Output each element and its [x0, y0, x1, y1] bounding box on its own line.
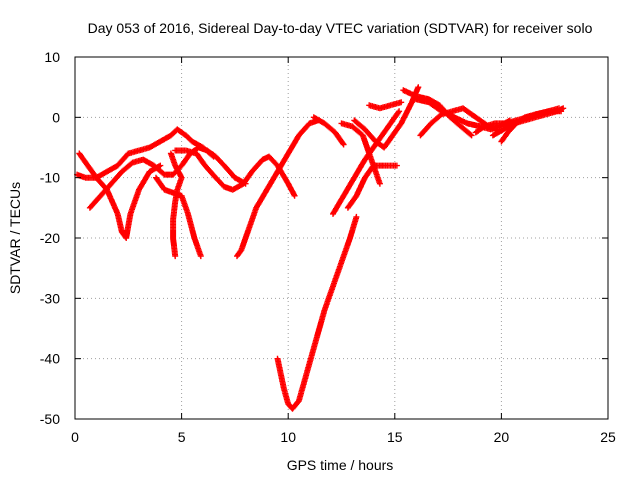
series-arc-11: [338, 120, 383, 187]
x-tick-label: 15: [387, 429, 403, 445]
series-markers: [76, 150, 164, 241]
series-arc-9: [310, 114, 347, 148]
series-arc-5: [172, 147, 298, 199]
y-tick-label: -20: [40, 230, 60, 246]
x-tick-label: 5: [178, 429, 186, 445]
series-arc-6: [167, 150, 185, 260]
y-tick-label: 0: [52, 109, 60, 125]
series-arc-20: [498, 108, 565, 145]
y-tick-label: -50: [40, 411, 60, 427]
x-tick-label: 10: [280, 429, 296, 445]
grid: [75, 57, 608, 419]
series-arc-1: [76, 150, 164, 241]
series-markers: [344, 162, 400, 211]
series-markers: [366, 99, 405, 112]
plot-frame: [74, 56, 609, 420]
x-tick-label: 20: [494, 429, 510, 445]
series-markers: [167, 150, 185, 260]
series-markers: [351, 84, 422, 151]
y-tick-label: -30: [40, 290, 60, 306]
series-markers: [498, 108, 565, 145]
x-axis-label: GPS time / hours: [287, 457, 394, 473]
series-markers: [234, 117, 321, 260]
y-tick-label: -40: [40, 351, 60, 367]
series-arc-15: [400, 87, 475, 139]
series-markers: [274, 213, 360, 412]
series-arc-12: [344, 162, 400, 211]
data-points: [74, 84, 567, 412]
series-arc-14: [366, 99, 405, 112]
x-tick-label: 0: [71, 429, 79, 445]
y-tick-label: 10: [44, 49, 60, 65]
series-markers: [172, 147, 298, 199]
series-markers: [338, 120, 383, 187]
series-markers: [400, 87, 475, 139]
series-arc-4: [153, 174, 204, 260]
x-tick-label: 25: [600, 429, 616, 445]
axis-ticks: 0 5 10 15 20 25 10 0 -10 -20 -30 -40 -50: [40, 49, 616, 445]
chart-title: Day 053 of 2016, Sidereal Day-to-day VTE…: [88, 20, 593, 36]
series-arc-7: [234, 117, 321, 260]
series-markers: [310, 114, 347, 148]
y-axis-label: SDTVAR / TECUs: [7, 182, 23, 294]
series-arc-8: [274, 213, 360, 412]
series-markers: [153, 174, 204, 260]
y-tick-label: -10: [40, 170, 60, 186]
series-arc-13: [351, 84, 422, 151]
